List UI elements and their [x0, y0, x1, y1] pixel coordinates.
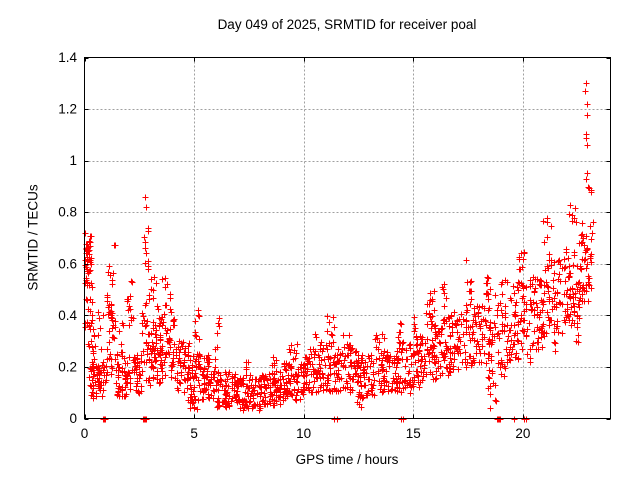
gridlines	[84, 57, 611, 419]
x-tick-label: 0	[81, 426, 89, 441]
x-tick-label: 20	[515, 426, 530, 441]
plot-border	[84, 57, 611, 419]
x-tick-label: 10	[296, 426, 311, 441]
scatter-points	[82, 80, 597, 423]
y-axis-label: SRMTID / TECUs	[25, 184, 41, 291]
y-tick-label: 1.2	[58, 102, 77, 117]
x-tick-labels: 0 5 10 15 20	[81, 426, 531, 441]
y-tick-label: 1.4	[58, 50, 77, 65]
y-tick-labels: 0 0.2 0.4 0.6 0.8 1 1.2 1.4	[58, 50, 77, 426]
chart-title: Day 049 of 2025, SRMTID for receiver poa…	[217, 17, 477, 32]
y-tick-label: 0.2	[58, 359, 77, 374]
y-tick-label: 1	[69, 153, 77, 168]
x-axis-label: GPS time / hours	[295, 452, 399, 467]
y-tick-label: 0.6	[58, 256, 77, 271]
axis-ticks	[84, 57, 611, 420]
y-tick-label: 0.4	[58, 308, 77, 323]
y-tick-label: 0.8	[58, 205, 77, 220]
y-tick-label: 0	[69, 411, 77, 426]
x-tick-label: 5	[190, 426, 198, 441]
x-tick-label: 15	[406, 426, 421, 441]
